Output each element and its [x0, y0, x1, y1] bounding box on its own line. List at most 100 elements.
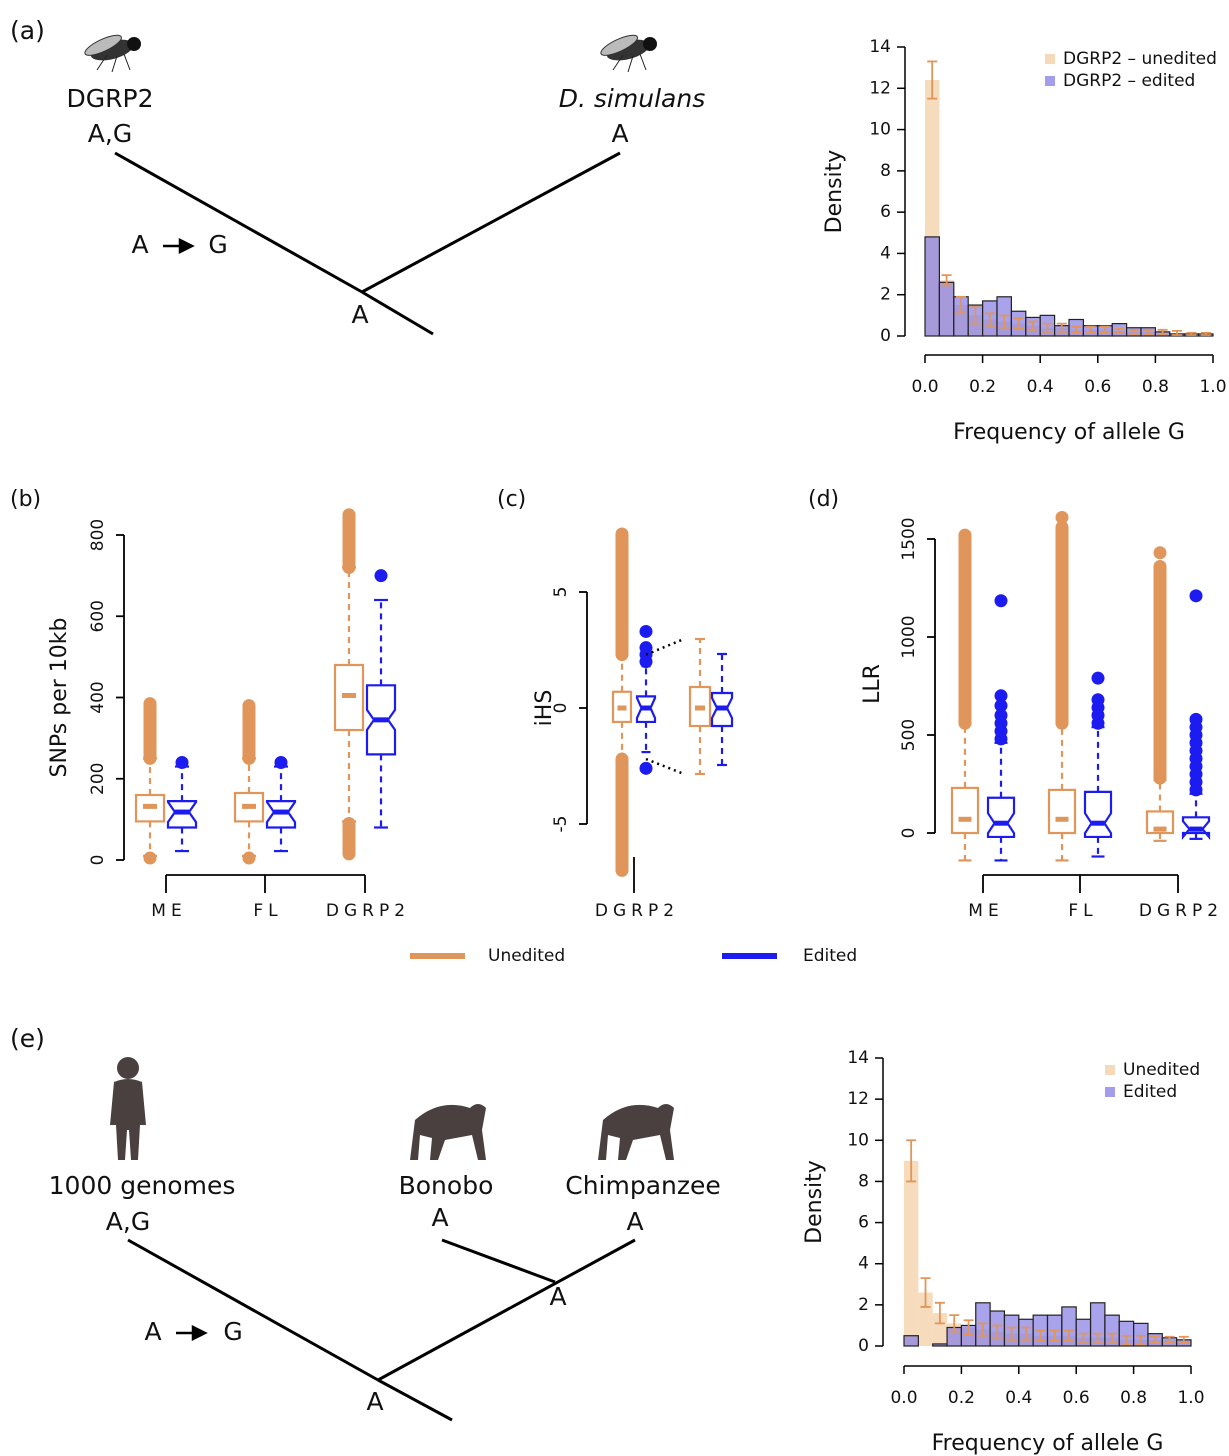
- box: [1049, 790, 1075, 833]
- fly-icon: [83, 31, 141, 72]
- outlier: [1092, 672, 1105, 685]
- legend-swatch: [1105, 1087, 1115, 1097]
- taxon: Chimpanzee: [565, 1171, 721, 1200]
- y-tick-label: 4: [880, 243, 891, 263]
- branch: [115, 153, 362, 292]
- x-axis-label: Frequency of allele G: [932, 1431, 1164, 1456]
- outlier: [1190, 713, 1203, 726]
- x-tick-label: FL: [1068, 901, 1097, 921]
- mutation-from: A: [144, 1317, 161, 1346]
- x-tick-label: 0.0: [911, 377, 938, 397]
- ape-icon: [598, 1104, 674, 1160]
- y-axis-label: LLR: [860, 664, 885, 704]
- outlier: [640, 762, 653, 775]
- outlier: [176, 756, 189, 769]
- taxon: 1000 genomes: [49, 1171, 236, 1200]
- y-tick-label: -5: [551, 816, 571, 833]
- branch: [128, 1240, 378, 1380]
- box: [1085, 792, 1111, 837]
- taxon: Bonobo: [399, 1171, 494, 1200]
- arrow: [163, 240, 192, 252]
- hist-bar: [939, 282, 953, 336]
- y-tick-label: 10: [869, 120, 891, 140]
- hist-bar: [904, 1161, 918, 1346]
- y-tick-label: 12: [847, 1089, 869, 1109]
- branch: [378, 1380, 452, 1420]
- legend-label: Unedited: [488, 946, 565, 966]
- x-tick-label: 0.4: [1027, 377, 1054, 397]
- outlier: [1056, 511, 1069, 524]
- taxon: D. simulans: [559, 84, 705, 113]
- x-tick-label: FL: [253, 901, 282, 921]
- outlier: [375, 569, 388, 582]
- x-tick-label: 0.8: [1120, 1388, 1147, 1408]
- legend-label: Unedited: [1123, 1060, 1200, 1080]
- allele: A: [431, 1203, 448, 1232]
- mutation-to: G: [223, 1317, 242, 1346]
- hist-bar: [904, 1336, 918, 1346]
- legend-label: Edited: [1123, 1082, 1177, 1102]
- y-tick-label: 12: [869, 78, 891, 98]
- outlier: [1190, 589, 1203, 602]
- y-tick-label: 6: [858, 1213, 869, 1233]
- y-tick-label: 14: [869, 37, 891, 57]
- x-tick-label: DGRP2: [1139, 901, 1223, 921]
- y-tick-label: 200: [88, 763, 108, 795]
- y-tick-label: 1500: [899, 517, 919, 560]
- y-axis-label: Density: [802, 1160, 827, 1244]
- x-tick-label: 0.2: [969, 377, 996, 397]
- outlier: [995, 689, 1008, 702]
- y-tick-label: 8: [880, 161, 891, 181]
- branch: [378, 1240, 635, 1380]
- legend-swatch: [1045, 54, 1055, 64]
- branch: [362, 153, 620, 292]
- mutation-from: A: [131, 230, 148, 259]
- legend-swatch: [1105, 1065, 1115, 1075]
- x-tick-label: 0.2: [948, 1388, 975, 1408]
- panel-label: (b): [10, 487, 41, 512]
- x-tick-label: 1.0: [1199, 377, 1226, 397]
- inner-allele: A: [549, 1282, 566, 1311]
- taxon: DGRP2: [67, 84, 154, 113]
- y-tick-label: 5: [551, 587, 571, 598]
- ape-icon: [410, 1104, 486, 1160]
- x-tick-label: ME: [968, 901, 1003, 921]
- panel-label: (c): [497, 487, 526, 512]
- root-allele: A: [366, 1387, 383, 1416]
- hist-bar: [925, 237, 939, 336]
- figure: (a) DGRP2 A,G D. simulans A A A G (e): [0, 0, 1229, 1456]
- panel-label: (e): [10, 1024, 45, 1053]
- x-tick-label: 1.0: [1177, 1388, 1204, 1408]
- y-axis-label: iHS: [532, 690, 557, 727]
- x-tick-label: DGRP2: [326, 901, 410, 921]
- x-tick-label: 0.8: [1142, 377, 1169, 397]
- x-tick-label: 0.4: [1005, 1388, 1032, 1408]
- branch: [362, 292, 433, 334]
- legend-label: Edited: [803, 946, 857, 966]
- tree-e: (e) 1000 genomes A,G Bonobo A Chimpanzee…: [10, 1024, 721, 1420]
- arrow: [176, 1327, 205, 1339]
- outlier: [1092, 693, 1105, 706]
- outlier: [640, 641, 653, 654]
- y-tick-label: 0: [899, 828, 919, 839]
- allele: A: [611, 119, 628, 148]
- root-allele: A: [351, 300, 368, 329]
- y-tick-label: 2: [858, 1295, 869, 1315]
- outlier: [144, 851, 157, 864]
- y-tick-label: 400: [88, 681, 108, 713]
- outlier: [640, 625, 653, 638]
- y-tick-label: 0: [880, 326, 891, 346]
- y-tick-label: 500: [899, 719, 919, 751]
- legend-label: DGRP2 – unedited: [1063, 49, 1217, 69]
- fly-icon: [599, 31, 657, 72]
- outlier: [1154, 546, 1167, 559]
- y-tick-label: 0: [858, 1336, 869, 1356]
- legend-label: DGRP2 – edited: [1063, 71, 1195, 91]
- legend-swatch: [1045, 76, 1055, 86]
- panel-label: (d): [808, 487, 839, 512]
- mutation-to: G: [208, 230, 227, 259]
- y-axis-label: SNPs per 10kb: [47, 618, 72, 778]
- y-tick-label: 1000: [899, 615, 919, 658]
- tree-a: (a) DGRP2 A,G D. simulans A A A G: [10, 16, 705, 334]
- x-tick-label: ME: [151, 901, 186, 921]
